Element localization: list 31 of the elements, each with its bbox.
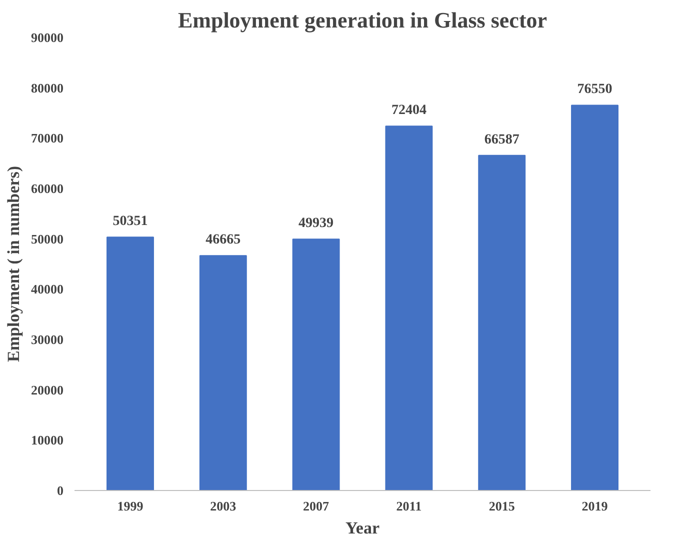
y-tick-label: 20000 <box>31 382 64 398</box>
y-tick-label: 70000 <box>31 130 64 146</box>
y-tick-label: 0 <box>57 483 64 498</box>
chart-title: Employment generation in Glass sector <box>178 8 548 32</box>
x-tick-label: 2003 <box>210 498 237 514</box>
y-tick-label: 50000 <box>31 231 64 246</box>
data-label: 50351 <box>112 214 148 230</box>
y-tick-label: 60000 <box>31 181 64 196</box>
y-tick-label: 40000 <box>31 282 64 297</box>
data-label: 72404 <box>391 103 426 118</box>
data-label: 46665 <box>206 232 241 248</box>
y-tick-label: 30000 <box>31 332 64 347</box>
y-tick-label: 90000 <box>31 30 64 45</box>
y-tick-label: 80000 <box>31 80 64 96</box>
bar <box>571 104 618 490</box>
x-tick-label: 2011 <box>396 498 422 514</box>
x-tick-label: 1999 <box>117 498 144 514</box>
bar <box>385 126 433 490</box>
data-label: 76550 <box>577 82 612 98</box>
x-axis-title: Year <box>346 518 380 538</box>
x-tick-label: 2015 <box>488 498 516 514</box>
bar <box>199 255 247 490</box>
bar <box>478 154 526 490</box>
bar <box>292 238 340 490</box>
x-tick-label: 2007 <box>303 498 330 514</box>
y-tick-label: 10000 <box>31 432 64 448</box>
data-label: 66587 <box>484 132 520 148</box>
bar <box>106 236 154 490</box>
x-tick-label: 2019 <box>582 498 608 514</box>
y-axis-title: Employment ( in numbers) <box>4 166 23 362</box>
data-label: 49939 <box>298 216 334 232</box>
